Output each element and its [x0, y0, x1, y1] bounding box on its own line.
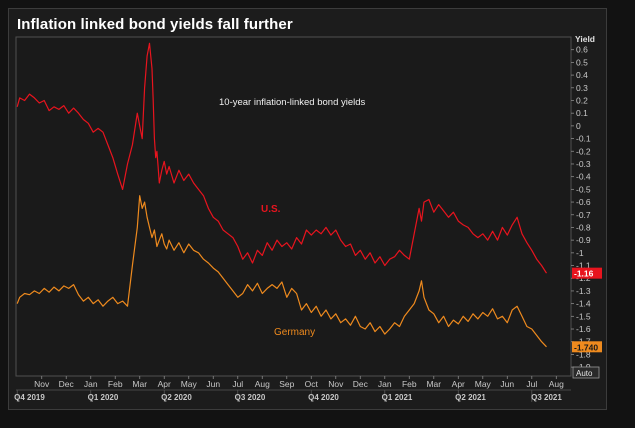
y-tick-label: 0.5 — [576, 57, 588, 67]
x-month-label: Oct — [305, 379, 319, 389]
y-tick-label: -1.4 — [576, 299, 591, 309]
x-month-label: Aug — [549, 379, 564, 389]
x-month-label: Mar — [132, 379, 147, 389]
x-month-label: Dec — [353, 379, 369, 389]
x-month-label: Nov — [328, 379, 344, 389]
x-month-label: Mar — [426, 379, 441, 389]
last-value-tag — [572, 341, 602, 353]
y-tick-label: -0.8 — [576, 222, 591, 232]
y-tick-label: -0.5 — [576, 184, 591, 194]
x-month-label: Apr — [452, 379, 465, 389]
y-axis: 0.6 0.5 0.4 0.3 0.2 0.1 0 -0.1 -0.2 -0.3 -0.4 -0.5 -… — [571, 45, 591, 372]
y-tick-label: -1.3 — [576, 286, 591, 296]
us-yield-line — [16, 42, 548, 274]
x-quarter-label: Q1 2021 — [382, 393, 413, 402]
x-quarter-label: Q4 2019 — [14, 393, 45, 402]
chart-frame: Inflation linked bond yields fall furthe… — [8, 8, 607, 410]
x-quarter-label: Q3 2020 — [235, 393, 266, 402]
x-month-label: Apr — [158, 379, 171, 389]
x-quarter-label: Q2 2021 — [455, 393, 486, 402]
x-month-label: Jun — [206, 379, 220, 389]
chart-title: Inflation linked bond yields fall furthe… — [17, 16, 293, 33]
y-tick-label: -0.4 — [576, 172, 591, 182]
series-layer: -1.16 -1.740 — [16, 42, 602, 353]
last-value-label: -1.16 — [574, 269, 594, 279]
plot-area — [15, 36, 572, 377]
auto-scale-button[interactable]: Auto — [572, 366, 600, 379]
y-tick-label: 0.3 — [576, 83, 588, 93]
y-tick-label: 0 — [576, 121, 581, 131]
x-quarter-label: Q1 2020 — [88, 393, 119, 402]
x-month-label: Dec — [59, 379, 75, 389]
x-axis: Nov Dec Jan Feb Mar Apr May Jun Jul Aug Sep Oct Nov D… — [14, 376, 571, 402]
x-month-label: Feb — [108, 379, 123, 389]
x-month-label: Nov — [34, 379, 50, 389]
x-month-label: Feb — [402, 379, 417, 389]
y-tick-label: 0.6 — [576, 45, 588, 55]
x-month-label: May — [475, 379, 492, 389]
x-quarter-label: Q3 2021 — [531, 393, 562, 402]
y-tick-label: 0.2 — [576, 95, 588, 105]
y-tick-label: -0.2 — [576, 146, 591, 156]
auto-scale-label: Auto — [576, 369, 593, 378]
x-month-label: Jun — [500, 379, 514, 389]
x-month-label: Jul — [232, 379, 243, 389]
y-tick-label: 0.1 — [576, 108, 588, 118]
x-month-label: May — [181, 379, 198, 389]
us-series-label: U.S. — [261, 204, 281, 215]
chart-canvas: 0.60.50.40.30.20.10-0.1-0.2-0.3-0.4-0.5-… — [14, 34, 602, 402]
x-quarter-label: Q2 2020 — [161, 393, 192, 402]
x-month-label: Jan — [84, 379, 98, 389]
chart-annotation: 10-year inflation-linked bond yields — [219, 97, 366, 108]
x-month-label: Sep — [279, 379, 294, 389]
y-tick-label: -1.6 — [576, 324, 591, 334]
last-value-tag — [572, 267, 602, 279]
germany-series-label: Germany — [274, 327, 315, 338]
y-tick-label: -0.9 — [576, 235, 591, 245]
y-tick-label: -1 — [576, 248, 584, 258]
x-month-label: Aug — [255, 379, 270, 389]
y-tick-label: -0.3 — [576, 159, 591, 169]
last-value-label: -1.740 — [574, 342, 598, 352]
y-tick-label: -0.1 — [576, 134, 591, 144]
y-tick-label: -0.6 — [576, 197, 591, 207]
y-tick-label: -1.5 — [576, 311, 591, 321]
germany-yield-line — [16, 195, 547, 348]
x-month-label: Jan — [378, 379, 392, 389]
y-tick-label: -1.8 — [576, 349, 591, 359]
y-tick-label: -1.1 — [576, 261, 591, 271]
x-month-label: Jul — [526, 379, 537, 389]
y-axis-label: Yield — [575, 34, 595, 44]
x-quarter-label: Q4 2020 — [308, 393, 339, 402]
y-tick-label: 0.4 — [576, 70, 588, 80]
y-tick-label: -0.7 — [576, 210, 591, 220]
